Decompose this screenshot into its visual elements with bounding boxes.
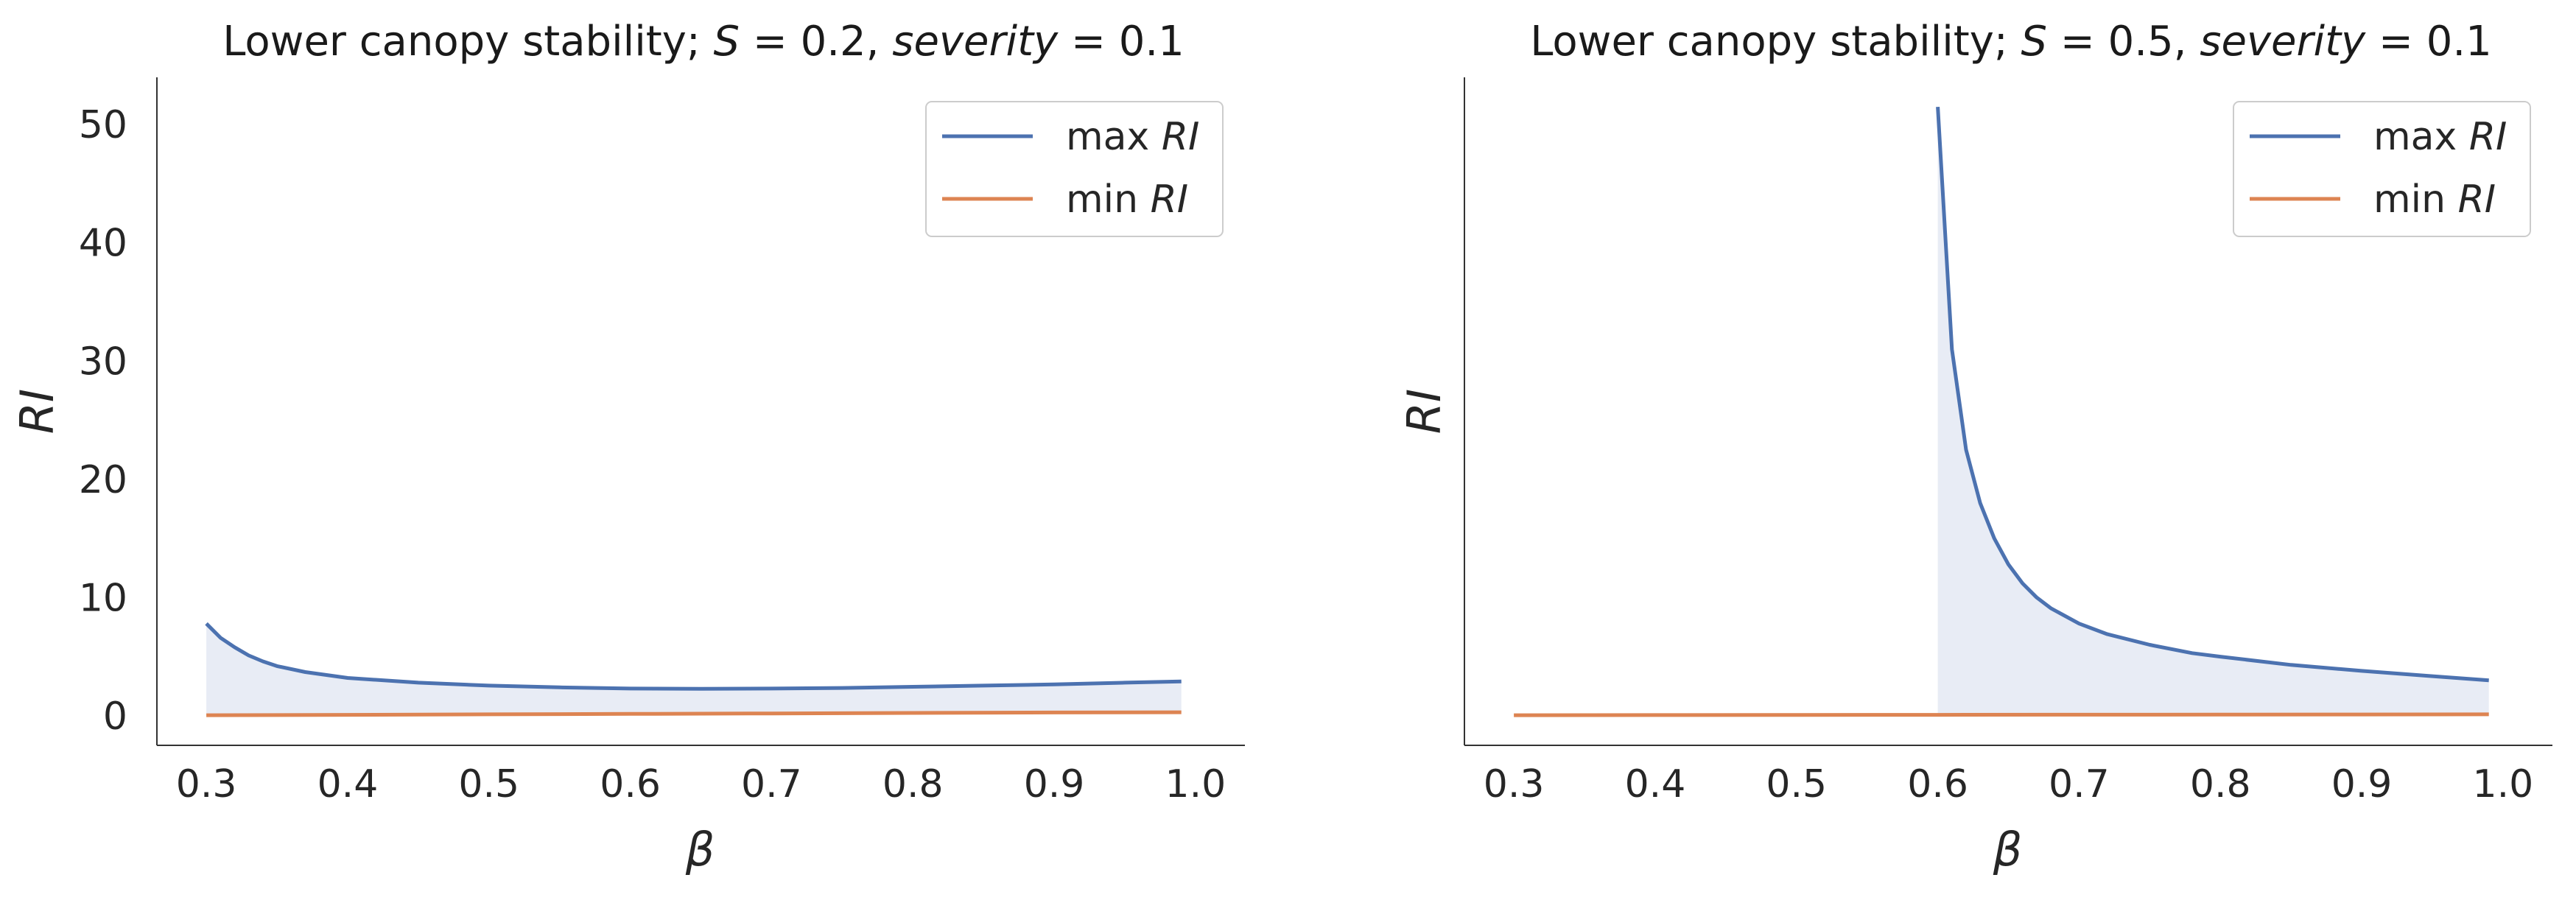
x-tick-label: 0.9	[2331, 762, 2393, 806]
legend-variable: RI	[2469, 115, 2507, 159]
legend-label-min-ri: min RI	[1066, 177, 1188, 222]
y-tick-label: 0	[103, 695, 127, 739]
y-tick-label: 20	[79, 458, 127, 502]
legend-label-max-ri: max RI	[2373, 115, 2507, 159]
y-tick-label: 50	[79, 103, 127, 147]
legend-prefix: min	[1066, 177, 1151, 222]
right-chart-panel: Lower canopy stability; S = 0.5, severit…	[1397, 18, 2552, 876]
x-axis-label: β	[685, 823, 715, 876]
y-axis-label: RI	[1397, 389, 1451, 434]
x-tick-label: 0.5	[1766, 762, 1827, 806]
max-ri-line	[1936, 106, 2489, 683]
x-tick-label: 0.4	[317, 762, 379, 806]
title-variable: severity	[2200, 18, 2366, 66]
title-variable: S	[2021, 18, 2048, 66]
legend-prefix: max	[2373, 115, 2469, 159]
title-text: = 0.5,	[2047, 18, 2200, 66]
x-tick-label: 0.7	[741, 762, 802, 806]
y-tick-label: 10	[79, 576, 127, 620]
title-text: = 0.2,	[740, 18, 892, 66]
x-tick-label: 0.6	[600, 762, 661, 806]
legend-variable: RI	[1162, 115, 1199, 159]
x-tick-label: 0.6	[1907, 762, 1968, 806]
y-tick-label: 30	[79, 340, 127, 384]
fill-between-area	[206, 623, 1182, 716]
x-axis-label: β	[1993, 823, 2023, 876]
title-text: = 0.1	[1058, 18, 1185, 66]
x-tick-label: 0.9	[1024, 762, 1085, 806]
title-text: = 0.1	[2365, 18, 2492, 66]
min-ri-line	[206, 710, 1182, 717]
x-tick-label: 1.0	[2473, 762, 2534, 806]
y-axis-label: RI	[10, 389, 64, 434]
title-variable: severity	[892, 18, 1059, 66]
chart-title: Lower canopy stability; S = 0.2, severit…	[222, 18, 1185, 66]
x-tick-label: 0.8	[2190, 762, 2251, 806]
fill-between-area	[1937, 107, 2489, 715]
x-tick-label: 0.4	[1625, 762, 1686, 806]
x-tick-label: 1.0	[1165, 762, 1226, 806]
title-text: Lower canopy stability;	[222, 18, 713, 66]
x-tick-label: 0.7	[2049, 762, 2110, 806]
y-tick-label: 40	[79, 222, 127, 266]
legend-label-min-ri: min RI	[2373, 177, 2496, 222]
x-tick-label: 0.3	[1484, 762, 1545, 806]
x-tick-label: 0.5	[458, 762, 519, 806]
legend-variable: RI	[2458, 177, 2496, 222]
min-ri-line	[1514, 712, 2489, 717]
max-ri-line	[205, 622, 1182, 691]
legend-prefix: min	[2373, 177, 2458, 222]
left-chart-panel: Lower canopy stability; S = 0.2, severit…	[10, 18, 1245, 876]
x-tick-label: 0.8	[882, 762, 944, 806]
legend-label-max-ri: max RI	[1066, 115, 1199, 159]
title-variable: S	[714, 18, 740, 66]
x-tick-label: 0.3	[176, 762, 237, 806]
legend-prefix: max	[1066, 115, 1162, 159]
chart-title: Lower canopy stability; S = 0.5, severit…	[1530, 18, 2492, 66]
title-text: Lower canopy stability;	[1530, 18, 2021, 66]
legend-variable: RI	[1151, 177, 1188, 222]
